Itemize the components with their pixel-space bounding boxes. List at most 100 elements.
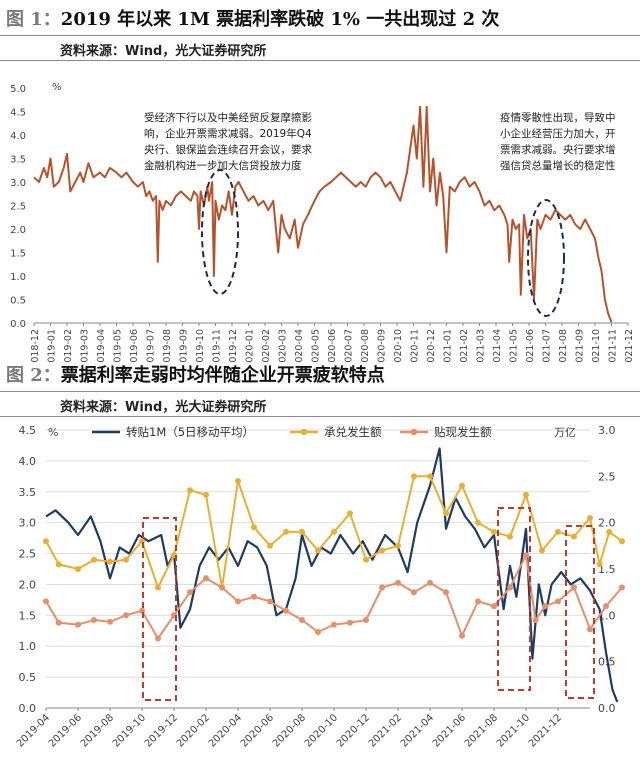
fig2-legend: 转贴1M（5日移动平均） 承兑发生额 贴现发生额 — [92, 425, 492, 439]
fig2-point — [203, 491, 209, 498]
fig2-point — [443, 589, 449, 596]
fig2-chart: 0.00.51.01.52.02.53.03.54.04.50.00.51.01… — [15, 424, 625, 750]
fig2-point — [347, 510, 353, 517]
fig1-annotation-right-2: 小企业经营压力加大，开 — [500, 127, 616, 140]
fig2-x-tick-label: 2020-04 — [207, 712, 244, 749]
fig1-x-tick-label: 2021-05 — [509, 329, 520, 362]
fig1-y-tick-label: 1.5 — [10, 249, 26, 260]
fig1-x-tick-label: 2020-07 — [344, 329, 355, 362]
fig2-point — [427, 579, 433, 586]
fig2-point — [219, 584, 225, 591]
fig2-x-tick-label: 2019-10 — [111, 712, 148, 749]
fig1-x-tick-label: 2021-01 — [443, 329, 454, 362]
fig2-point — [379, 584, 385, 591]
fig2-y-tick-label: 3.0 — [19, 517, 37, 530]
fig1-ellipse-2019 — [201, 169, 239, 295]
fig2-box-2019 — [142, 517, 177, 701]
fig2-y-tick-label: 3.5 — [19, 486, 37, 499]
fig2-source-rule — [0, 416, 640, 417]
fig1-y-tick-label: 2.0 — [10, 225, 26, 236]
fig2-point — [411, 589, 417, 596]
fig2-point — [427, 473, 433, 480]
fig2-x-tick-label: 2021-08 — [463, 712, 500, 749]
fig2-point — [459, 632, 465, 639]
fig2-legend-marker — [410, 428, 418, 436]
fig2-legend-label: 转贴1M（5日移动平均） — [126, 425, 254, 439]
fig2-series — [43, 447, 625, 703]
fig1-x-tick-label: 2021-12 — [624, 329, 635, 362]
fig1-x-tick-label: 2019-03 — [80, 329, 91, 362]
fig2-point — [523, 491, 529, 498]
fig1-x-tick-label: 2021-09 — [575, 329, 586, 362]
fig2-y-right-tick-label: 0.0 — [598, 702, 616, 715]
fig2-point — [619, 538, 625, 545]
fig1-annotation-left-1: 受经济下行以及中美经贸反复摩擦影 — [144, 111, 312, 124]
fig1-x-tick-label: 2020-05 — [311, 329, 322, 362]
fig1-annotation-right-1: 疫情零散性出现，导致中 — [500, 111, 616, 124]
fig2-point — [331, 621, 337, 628]
fig2-point — [363, 556, 369, 563]
fig2-legend-marker — [300, 428, 308, 436]
fig2-point — [107, 558, 113, 565]
fig2-y-right-unit-label: 万亿 — [554, 426, 576, 439]
fig1-label: 图 1： — [6, 9, 61, 30]
fig2-chengdui-line — [45, 475, 623, 589]
fig1-x-tick-label: 2020-03 — [278, 329, 289, 362]
fig1-x-tick-label: 2019-05 — [113, 329, 124, 362]
fig1-title-rule — [0, 35, 640, 36]
fig1-annotation-left-2: 响，企业开票需求减弱。2019年Q4 — [144, 127, 312, 140]
fig2-x-tick-label: 2021-12 — [527, 712, 564, 749]
fig2-legend-label: 贴现发生额 — [434, 425, 492, 439]
fig2-point — [299, 617, 305, 623]
fig2-legend-label: 承兑发生额 — [324, 425, 382, 439]
fig1-y-unit-label: % — [52, 82, 62, 93]
fig2-point — [107, 618, 113, 625]
fig2-point — [187, 589, 193, 596]
fig2-point — [606, 528, 613, 535]
fig1-x-tick-label: 2020-09 — [377, 329, 388, 362]
fig1-x-tick-label: 2021-08 — [558, 329, 569, 362]
fig2-x-tick-label: 2020-06 — [239, 712, 276, 749]
fig2-point — [475, 519, 481, 526]
fig2-point — [299, 528, 305, 535]
fig2-x-tick-label: 2021-10 — [495, 712, 532, 749]
fig1-x-tick-label: 2019-07 — [146, 329, 157, 362]
fig1-x-tick-label: 2019-02 — [63, 329, 74, 362]
fig2-title: 票据利率走弱时均伴随企业开票疲软特点 — [60, 365, 385, 386]
fig2-x-tick-label: 2020-12 — [335, 712, 372, 749]
fig2-y-right-tick-label: 3.0 — [598, 424, 616, 437]
fig1-x-tick-label: 2021-03 — [476, 329, 487, 362]
fig1-y-tick-label: 3.0 — [10, 178, 26, 189]
fig2-tiexian-amount-line — [45, 554, 623, 640]
fig1-y-tick-label: 2.5 — [10, 202, 26, 213]
fig2-point — [475, 598, 481, 605]
fig2-box-2021-08 — [497, 507, 531, 691]
fig2-point — [539, 547, 545, 554]
fig2-y-tick-label: 0.0 — [19, 702, 37, 715]
fig1-source-rule — [0, 60, 640, 61]
fig2-point — [267, 542, 273, 549]
fig2-point — [587, 515, 593, 521]
fig2-point — [363, 617, 369, 623]
fig2-point — [55, 619, 62, 626]
fig1-y-tick-label: 1.0 — [10, 272, 26, 283]
fig2-point — [532, 617, 539, 623]
fig2-y-tick-label: 4.0 — [19, 455, 37, 468]
fig1-title: 2019 年以来 1M 票据利率跌破 1% 一共出现过 2 次 — [60, 9, 500, 30]
fig2-point — [395, 579, 401, 586]
fig2-point — [347, 619, 353, 626]
fig2-point — [507, 584, 513, 591]
fig1-x-tick-label: 2019-08 — [162, 329, 173, 362]
fig2-point — [331, 528, 337, 535]
fig1-x-tick-label: 2020-10 — [393, 329, 404, 362]
fig1-x-tick-label: 2021-04 — [492, 329, 503, 362]
fig2-point — [55, 561, 62, 568]
fig2-point — [379, 547, 385, 554]
fig1-rate-line — [33, 105, 613, 323]
fig2-y-tick-label: 2.5 — [19, 548, 37, 561]
fig2-point — [43, 538, 49, 545]
fig1-x-tick-label: 2020-11 — [410, 329, 421, 362]
fig2-point — [187, 487, 193, 494]
fig2-y-tick-label: 1.0 — [19, 640, 37, 653]
fig1-x-tick-label: 2021-07 — [542, 329, 553, 362]
